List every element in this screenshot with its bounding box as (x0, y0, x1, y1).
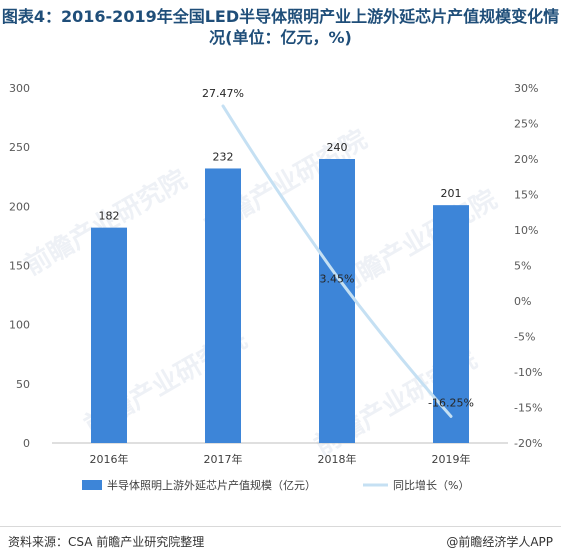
y-left-tick-label: 100 (9, 319, 30, 332)
y-left-tick-label: 0 (23, 437, 30, 450)
x-tick-label: 2019年 (432, 452, 471, 466)
bar-value-label: 240 (327, 141, 348, 154)
line-value-label: 27.47% (202, 87, 244, 100)
line-series (221, 104, 453, 418)
y-left-tick-label: 200 (9, 200, 30, 213)
line-value-label: 3.45% (320, 273, 355, 286)
legend-label-bar: 半导体照明上游外延芯片产值规模（亿元） (107, 478, 316, 492)
bar-series (91, 159, 469, 443)
source-note: 资料来源：CSA 前瞻产业研究院整理 (8, 535, 205, 549)
y-right-tick-label: -10% (514, 366, 542, 379)
bar-value-label: 201 (441, 187, 462, 200)
y-left-tick-label: 300 (9, 82, 30, 95)
y-right-tick-label: 5% (514, 260, 531, 273)
x-tick-label: 2016年 (90, 452, 129, 466)
bar-value-label: 182 (99, 210, 120, 223)
watermark-text: 前瞻产业研究院 (329, 184, 502, 302)
axes: 0 50 100 150 200 250 300 -20% -15% -10% -5% 0% 5% 10%… (9, 82, 542, 466)
legend: 半导体照明上游外延芯片产值规模（亿元） 同比增长（%） (82, 478, 469, 492)
y-left-tick-label: 150 (9, 260, 30, 273)
bar (319, 159, 355, 443)
y-right-tick-label: 20% (514, 153, 538, 166)
y-right-tick-label: 25% (514, 118, 538, 131)
growth-line (221, 104, 453, 418)
brand-credit: @前瞻经济学人APP (446, 535, 553, 549)
y-left-tick-label: 50 (16, 378, 30, 391)
y-right-tick-label: 10% (514, 224, 538, 237)
y-right-tick-label: -20% (514, 437, 542, 450)
legend-label-line: 同比增长（%） (393, 478, 469, 492)
x-tick-label: 2017年 (204, 452, 243, 466)
x-tick-label: 2018年 (318, 452, 357, 466)
y-right-tick-label: 15% (514, 189, 538, 202)
y-right-tick-label: -15% (514, 402, 542, 415)
bar-value-label: 232 (213, 150, 234, 163)
chart-title: 图表4：2016-2019年全国LED半导体照明产业上游外延芯片产值规模变化情况… (1, 7, 560, 47)
data-labels: 182 232 240 201 27.47% 3.45% -16.25% (99, 87, 474, 409)
bar (91, 227, 127, 443)
footer: 资料来源：CSA 前瞻产业研究院整理 @前瞻经济学人APP (0, 526, 561, 558)
y-left-tick-label: 250 (9, 141, 30, 154)
y-right-tick-label: 0% (514, 295, 531, 308)
line-value-label: -16.25% (428, 396, 474, 409)
y-right-tick-label: -5% (514, 331, 535, 344)
y-right-tick-label: 30% (514, 82, 538, 95)
legend-swatch-bar (82, 480, 102, 490)
bar (205, 168, 241, 443)
